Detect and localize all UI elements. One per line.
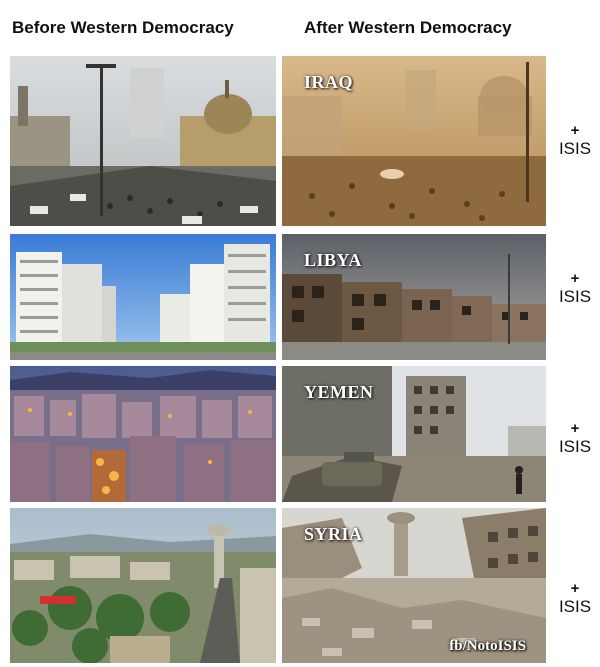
libya-isis-note: + ISIS bbox=[550, 270, 600, 308]
iraq-after-photo: IRAQ bbox=[282, 56, 546, 226]
syria-before-photo bbox=[10, 508, 276, 663]
plus-sign: + bbox=[570, 270, 580, 287]
iraq-before-photo bbox=[10, 56, 276, 226]
syria-after-photo: SYRIA fb/NotoISIS bbox=[282, 508, 546, 663]
country-label-libya: LIBYA bbox=[304, 250, 362, 270]
country-label-yemen: YEMEN bbox=[304, 382, 374, 402]
country-label-syria: SYRIA bbox=[304, 524, 363, 544]
before-header: Before Western Democracy bbox=[12, 18, 234, 37]
plus-sign: + bbox=[570, 580, 580, 597]
country-label-iraq: IRAQ bbox=[304, 72, 354, 92]
isis-label: ISIS bbox=[558, 597, 592, 616]
libya-before-photo bbox=[10, 234, 276, 360]
syria-isis-note: + ISIS bbox=[550, 580, 600, 618]
isis-label: ISIS bbox=[558, 139, 592, 158]
yemen-isis-note: + ISIS bbox=[550, 420, 600, 458]
isis-label: ISIS bbox=[558, 437, 592, 456]
libya-after-photo: LIBYA bbox=[282, 234, 546, 360]
plus-sign: + bbox=[570, 122, 580, 139]
yemen-before-photo bbox=[10, 366, 276, 502]
iraq-isis-note: + ISIS bbox=[550, 122, 600, 160]
yemen-after-photo: YEMEN bbox=[282, 366, 546, 502]
after-header: After Western Democracy bbox=[304, 18, 512, 37]
isis-label: ISIS bbox=[558, 287, 592, 306]
credit-watermark: fb/NotoISIS bbox=[449, 638, 526, 654]
plus-sign: + bbox=[570, 420, 580, 437]
